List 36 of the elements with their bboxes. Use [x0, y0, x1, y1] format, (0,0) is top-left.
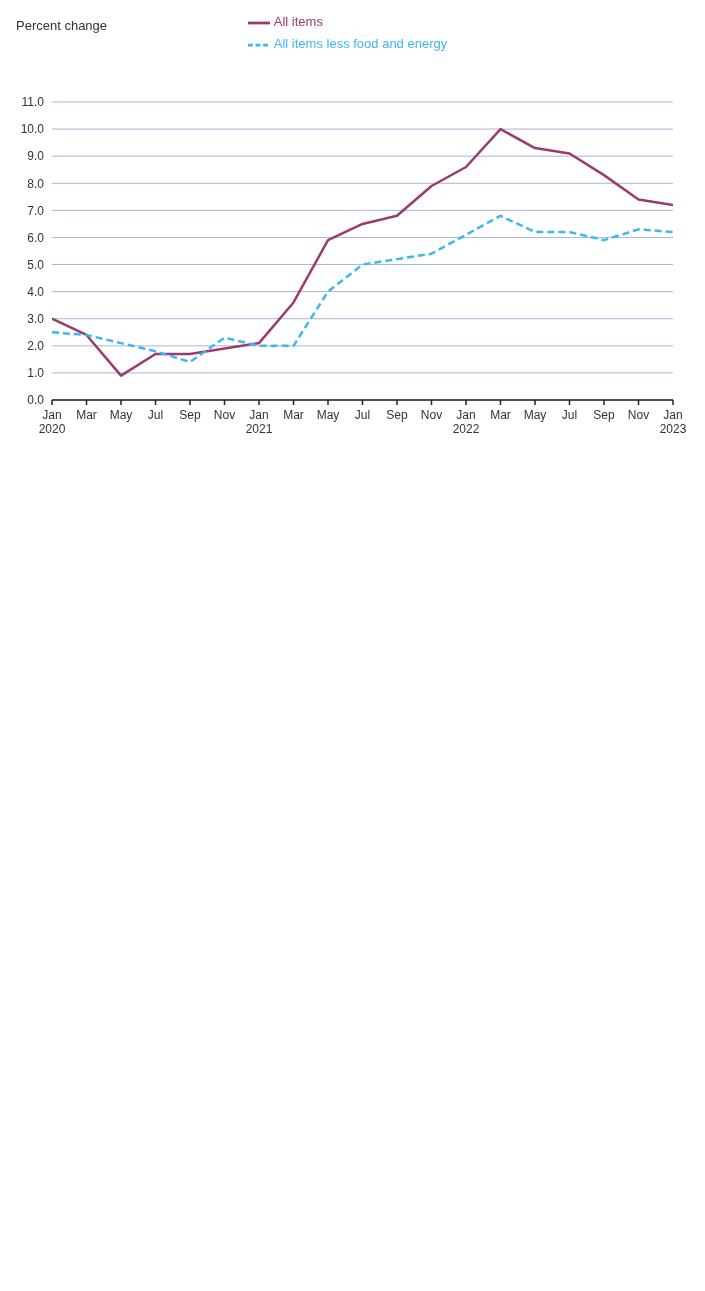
y-axis-title: Percent change — [16, 18, 108, 33]
x-tick-label: Jan 2021 — [245, 408, 273, 436]
x-tick-label: Jul — [354, 408, 371, 422]
y-tick-label: 4.0 — [27, 284, 45, 299]
x-tick-label: May — [316, 408, 340, 422]
legend-label: All items less food and energy — [273, 36, 448, 52]
x-tick-label: May — [523, 408, 547, 422]
y-tick-label: 3.0 — [27, 311, 45, 326]
x-tick-label: Mar — [283, 408, 304, 422]
y-tick-label: 9.0 — [27, 149, 45, 164]
y-tick-label: 10.0 — [20, 122, 45, 137]
x-tick-label: Mar — [490, 408, 511, 422]
x-tick-label: Jan 2022 — [452, 408, 480, 436]
y-tick-label: 7.0 — [27, 203, 45, 218]
line-series — [52, 214, 673, 364]
y-tick-label: 1.0 — [27, 366, 45, 381]
x-tick-label: Jan 2020 — [38, 408, 66, 436]
y-tick-label: 8.0 — [27, 176, 45, 191]
x-tick-label: Sep — [593, 408, 615, 422]
x-tick-label: Sep — [179, 408, 201, 422]
x-tick-label: Nov — [627, 408, 650, 422]
x-tick-label: Nov — [420, 408, 443, 422]
x-tick-label: May — [109, 408, 133, 422]
x-tick-label: Jan 2023 — [659, 408, 687, 436]
x-tick-label: Nov — [213, 408, 236, 422]
x-tick-label: Jul — [561, 408, 578, 422]
legend-label: All items — [273, 14, 323, 30]
y-tick-label: 6.0 — [27, 230, 45, 245]
y-tick-label: 5.0 — [27, 257, 45, 272]
y-tick-label: 11.0 — [21, 95, 45, 110]
x-tick-label: Jul — [147, 408, 164, 422]
x-tick-label: Mar — [76, 408, 97, 422]
y-tick-label: 2.0 — [27, 339, 45, 354]
y-tick-label: 0.0 — [27, 393, 45, 408]
line-series — [52, 127, 673, 377]
x-tick-label: Sep — [386, 408, 408, 422]
